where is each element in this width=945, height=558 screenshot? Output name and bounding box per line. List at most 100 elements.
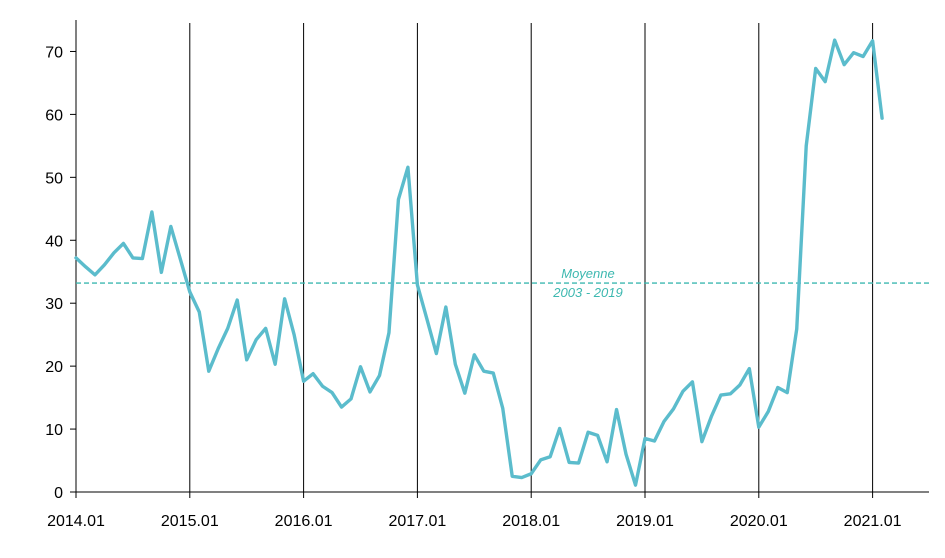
data-point [482,370,485,372]
data-point [653,440,656,442]
data-point [255,338,257,341]
data-point [113,252,115,254]
data-point [558,427,561,430]
data-point [293,333,295,336]
data-point [852,51,855,54]
data-point [397,198,400,201]
data-point [720,394,722,396]
y-tick-label: 30 [45,296,63,313]
data-point [464,392,466,394]
data-point [122,242,125,245]
data-point [520,476,523,479]
data-point [340,406,343,408]
data-point [501,407,504,410]
data-point [634,484,637,486]
axes [75,20,929,493]
y-tick-label: 20 [45,359,63,376]
data-point [170,225,172,228]
x-tick-label: 2016.01 [275,513,333,530]
reference-label-line2: 2003 - 2019 [552,285,622,300]
data-point [416,284,419,286]
reference-line-group: Moyenne 2003 - 2019 [76,266,929,300]
data-point [606,460,608,463]
data-point [321,385,324,388]
data-point [189,291,191,293]
data-point [758,426,760,428]
data-point [378,374,381,377]
y-axis-ticks: 0 10 20 30 40 50 60 70 [45,44,76,502]
data-point [862,55,864,58]
data-point [473,354,476,356]
data-point [388,331,390,334]
data-point [198,311,201,313]
data-point [587,431,589,434]
data-point [492,372,495,374]
data-point [359,365,362,368]
data-point [226,327,229,330]
x-tick-label: 2021.01 [844,513,902,530]
data-point [302,380,305,383]
data-point [824,80,826,83]
data-point [511,475,514,478]
data-point [682,390,684,393]
series-group [74,38,884,487]
data-point [530,472,532,475]
y-tick-label: 60 [45,107,63,124]
data-point [805,145,808,147]
data-point [786,391,789,394]
data-point [151,211,153,213]
data-point [435,352,438,355]
x-axis-ticks: 2014.01 2015.01 2016.01 2017.01 2018.01 2019.… [47,492,902,530]
reference-label-line1: Moyenne [561,266,614,281]
y-tick-label: 70 [45,44,63,61]
data-point [549,455,551,458]
data-point [701,440,703,443]
x-tick-label: 2015.01 [161,513,219,530]
data-point [568,461,570,464]
data-point [207,370,210,372]
data-point [767,410,770,413]
data-point [75,257,77,259]
x-tick-label: 2019.01 [616,513,674,530]
data-point [729,393,732,395]
data-point [236,299,239,301]
data-point [577,462,580,464]
data-point [691,381,694,383]
series-line [74,38,884,487]
data-point [312,372,314,375]
data-point [739,384,741,386]
data-point [245,359,248,361]
data-point [814,67,817,70]
data-point [881,117,883,119]
data-point [596,434,599,437]
data-point [843,63,845,66]
x-tick-label: 2020.01 [730,513,788,530]
data-point [426,318,428,320]
data-point [283,297,286,300]
x-tick-label: 2014.01 [47,513,105,530]
data-point [748,367,751,370]
data-point [776,386,779,389]
data-point [454,363,457,366]
data-point [132,257,134,259]
data-point [179,258,182,260]
x-tick-label: 2018.01 [502,513,560,530]
data-point [369,391,371,393]
x-tick-label: 2017.01 [388,513,446,530]
data-point [94,274,96,276]
data-point [795,328,798,330]
data-point [871,39,874,42]
data-point [710,415,713,418]
data-point [274,363,276,366]
y-tick-label: 10 [45,422,63,439]
data-point [331,391,333,394]
y-tick-label: 40 [45,233,63,250]
data-point [84,265,87,268]
data-point [663,420,665,423]
y-tick-label: 50 [45,170,63,187]
data-point [103,264,106,266]
data-point [445,306,447,308]
y-tick-label: 0 [54,485,63,502]
data-point [350,398,352,400]
data-point [833,39,836,41]
